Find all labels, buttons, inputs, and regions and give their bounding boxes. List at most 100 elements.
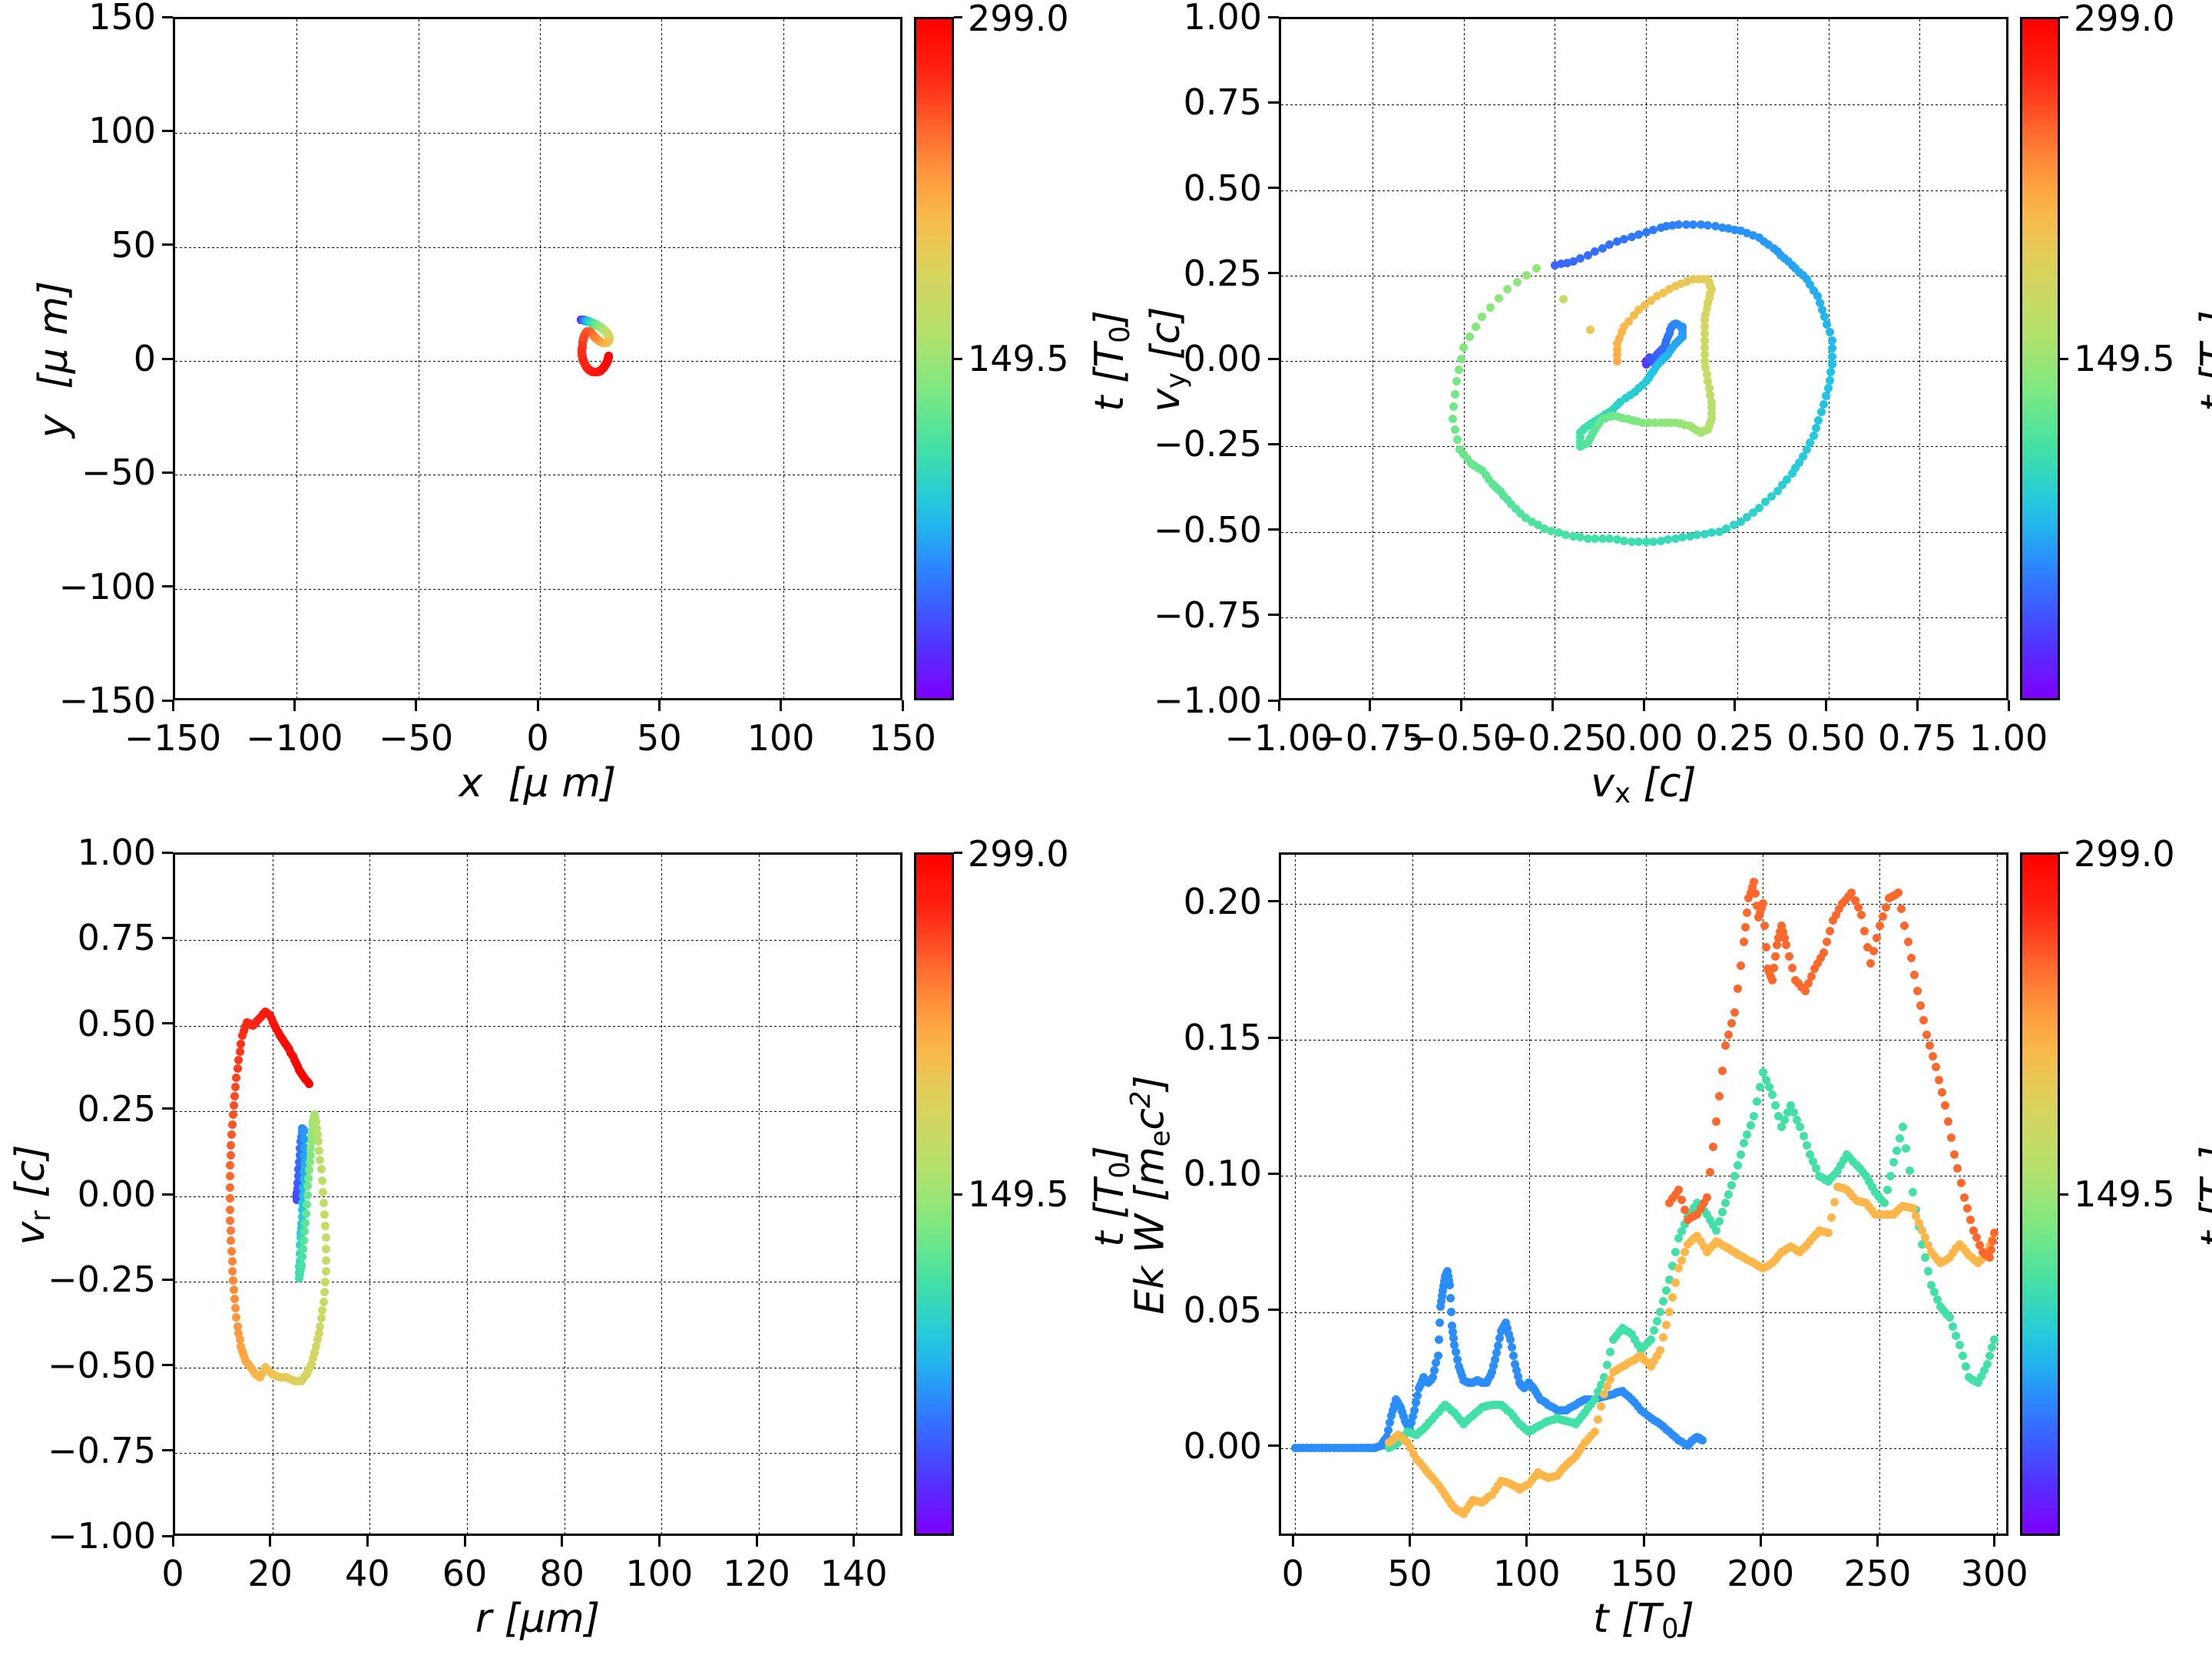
data-point	[1444, 1276, 1453, 1285]
data-point	[1855, 1197, 1864, 1206]
data-point	[578, 341, 587, 350]
data-point	[581, 330, 590, 339]
data-point	[1446, 1499, 1455, 1508]
data-point	[1740, 1253, 1749, 1262]
data-point	[1704, 278, 1714, 287]
data-point	[1746, 1257, 1755, 1266]
data-point	[594, 321, 603, 330]
y-axis-tick	[162, 471, 173, 474]
y-axis-tick	[1268, 1172, 1279, 1175]
data-point	[1737, 1150, 1746, 1159]
data-point	[1708, 1220, 1717, 1229]
data-point	[581, 316, 590, 326]
colorbar-tick-mid	[2060, 1193, 2068, 1196]
y-axis-tick-label: −1.00	[48, 1515, 156, 1557]
data-point	[1855, 1164, 1864, 1173]
data-point	[300, 1143, 309, 1152]
y-axis-tick-label: −1.00	[1154, 680, 1262, 721]
data-point	[599, 362, 608, 372]
data-point	[1930, 1288, 1939, 1297]
data-point	[1487, 1400, 1496, 1409]
data-point	[578, 339, 588, 348]
data-point	[1552, 1414, 1561, 1423]
data-point	[1664, 535, 1672, 544]
data-point	[1941, 1100, 1950, 1110]
data-point	[295, 1158, 303, 1166]
data-point	[1643, 1411, 1652, 1420]
data-point	[1675, 335, 1684, 344]
data-point	[603, 329, 612, 338]
data-point	[1419, 1424, 1428, 1434]
data-point	[1985, 1253, 1995, 1262]
data-point	[1568, 531, 1578, 541]
data-point	[603, 356, 612, 365]
data-point	[1988, 1343, 1997, 1352]
data-point	[1470, 1378, 1479, 1387]
data-point	[1534, 1468, 1543, 1477]
x-axis-tick-label: 0.75	[1878, 717, 1957, 759]
data-point	[296, 1260, 306, 1269]
data-point	[1693, 1209, 1702, 1219]
x-axis-tick	[755, 1536, 758, 1547]
data-point	[1447, 1321, 1456, 1330]
data-point	[1987, 1245, 1996, 1254]
data-point	[1518, 1422, 1528, 1431]
data-point	[1549, 1404, 1558, 1413]
data-point	[1434, 1481, 1443, 1490]
data-point	[321, 1267, 330, 1276]
data-point	[1782, 940, 1791, 949]
data-point	[1578, 441, 1588, 450]
data-point	[598, 338, 607, 347]
data-point	[578, 316, 588, 325]
y-axis-tick-label: 0.25	[77, 1087, 156, 1130]
data-point	[1749, 1259, 1758, 1268]
data-point	[577, 315, 586, 324]
data-point	[1880, 1209, 1889, 1219]
x-axis-tick	[1642, 1536, 1645, 1547]
data-point	[1473, 1375, 1482, 1385]
data-point	[596, 323, 605, 332]
x-axis-label: x [μ m]	[459, 760, 617, 806]
data-point	[300, 1227, 309, 1236]
gridline-vertical	[1879, 855, 1882, 1534]
data-point	[298, 1244, 307, 1253]
data-point	[1494, 293, 1503, 303]
data-point	[1724, 1244, 1734, 1253]
gridline-vertical	[1737, 19, 1739, 698]
data-point	[1618, 413, 1628, 422]
gridline-horizontal	[175, 1282, 900, 1283]
data-point	[1864, 1176, 1873, 1186]
data-point	[1620, 323, 1628, 331]
data-point	[275, 1031, 284, 1041]
data-point	[1655, 1345, 1664, 1355]
data-point	[582, 327, 591, 336]
data-point	[1704, 422, 1714, 431]
data-point	[1694, 1434, 1704, 1443]
data-point	[1649, 366, 1657, 376]
data-point	[1449, 402, 1459, 411]
subplot-panel-xy: −150 −100 −50 0 50 100 150 −150 −100 −50 0 50 100 150…	[0, 0, 1136, 836]
data-point	[1664, 1275, 1674, 1284]
data-point	[313, 1335, 322, 1345]
data-point	[1652, 1418, 1661, 1427]
data-point	[1536, 1395, 1545, 1404]
data-point	[286, 1048, 296, 1057]
data-point	[1549, 1472, 1558, 1481]
data-point	[1936, 1302, 1945, 1312]
data-point	[1449, 1340, 1459, 1349]
data-point	[1671, 1190, 1681, 1199]
data-point	[1416, 1380, 1426, 1389]
data-point	[1864, 1203, 1873, 1212]
data-point	[1443, 1271, 1452, 1280]
data-point	[585, 318, 594, 327]
data-point	[1455, 1367, 1465, 1376]
data-point	[1466, 459, 1475, 468]
data-point	[1802, 1140, 1811, 1150]
data-point	[1700, 323, 1709, 331]
data-point	[578, 349, 587, 359]
data-point	[1780, 254, 1789, 263]
data-point	[251, 1369, 260, 1378]
data-point	[1601, 413, 1611, 422]
data-point	[602, 328, 611, 337]
y-axis-tick-label: 0.00	[1183, 338, 1262, 379]
